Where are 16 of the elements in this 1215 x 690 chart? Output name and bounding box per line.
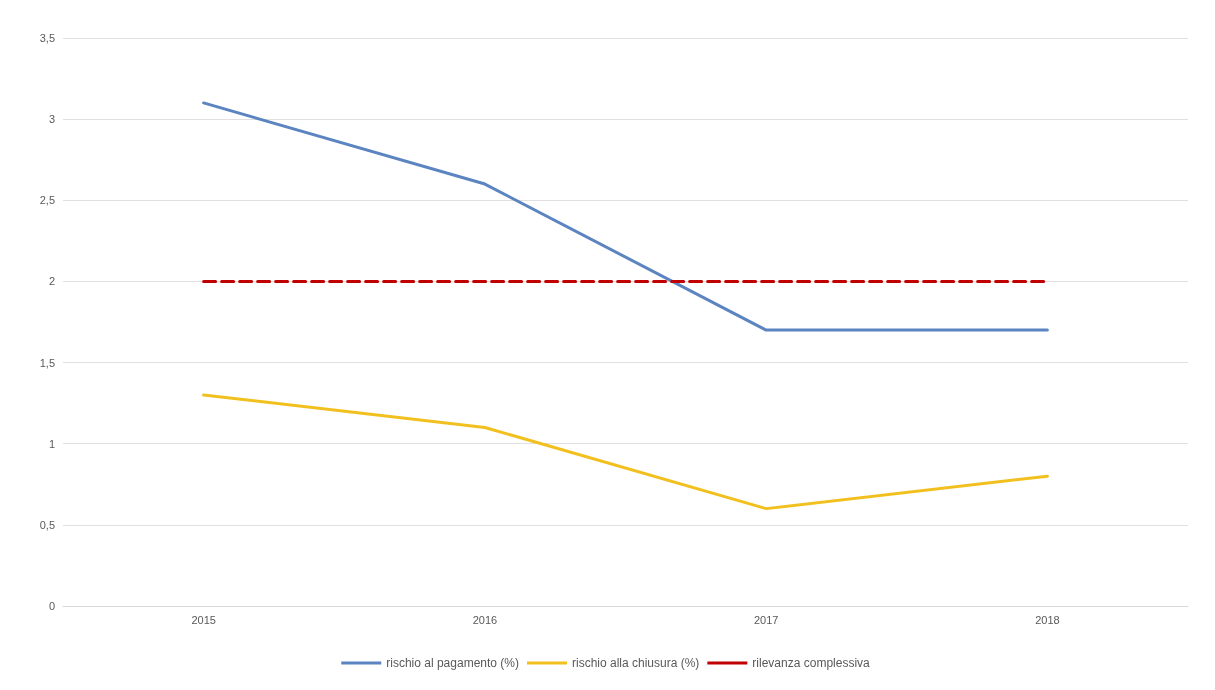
- y-tick-label: 1: [48, 437, 55, 450]
- x-tick-label: 2015: [191, 613, 216, 626]
- y-tick-label: 2,5: [39, 194, 55, 207]
- legend-label: rischio alla chiusura (%): [571, 656, 700, 670]
- y-tick-label: 3,5: [39, 32, 55, 44]
- x-tick-label: 2017: [753, 613, 779, 626]
- legend-label: rilevanza complessiva: [752, 656, 871, 670]
- y-tick-label: 3: [48, 113, 55, 126]
- x-tick-label: 2016: [472, 613, 498, 626]
- line-series: [202, 393, 1049, 511]
- y-tick-label: 0: [48, 600, 55, 612]
- y-tick-label: 1,5: [39, 356, 55, 369]
- y-tick-label: 0,5: [39, 518, 55, 531]
- legend-label: rischio al pagamento (%): [386, 656, 519, 670]
- y-tick-label: 2: [48, 275, 55, 288]
- x-tick-label: 2018: [1035, 613, 1060, 626]
